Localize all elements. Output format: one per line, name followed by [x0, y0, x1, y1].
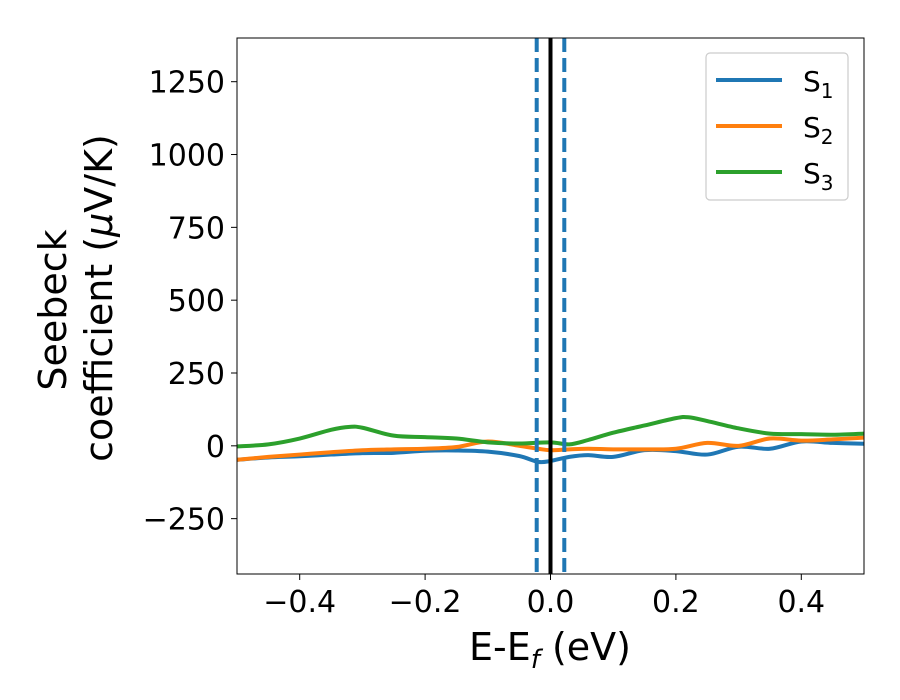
x-tick-label: 0.0 — [527, 585, 575, 620]
vlines-layer — [534, 38, 567, 574]
ticks-layer: −0.4 −0.2 0.0 0.2 0.4 −250 0 250 500 750 1000 1250 — [143, 66, 826, 620]
y-tick-label: 250 — [168, 357, 225, 392]
y-tick-label: −250 — [143, 503, 225, 538]
y-axis-title-line2: coefficient (μV/K) — [77, 134, 121, 462]
legend-label-s2: S2 — [803, 111, 834, 149]
x-tick-label: −0.4 — [263, 585, 336, 620]
y-axis-title-line1: Seebeck — [31, 229, 75, 390]
x-tick-label: −0.2 — [389, 585, 462, 620]
x-axis-title: E-Ef (eV) — [469, 625, 631, 675]
y-tick-label: 1250 — [149, 66, 225, 101]
legend-label-s3: S3 — [803, 157, 834, 195]
x-tick-label: 0.4 — [777, 585, 825, 620]
y-tick-label: 500 — [168, 284, 225, 319]
legend: S1 S2 S3 — [705, 52, 849, 201]
y-tick-label: 0 — [206, 430, 225, 465]
y-tick-label: 1000 — [149, 139, 225, 174]
legend-label-s1: S1 — [803, 65, 834, 103]
plot-frame — [236, 37, 865, 575]
series-line-s3 — [237, 414, 864, 449]
y-tick-label: 750 — [168, 211, 225, 246]
x-tick-label: 0.2 — [652, 585, 700, 620]
